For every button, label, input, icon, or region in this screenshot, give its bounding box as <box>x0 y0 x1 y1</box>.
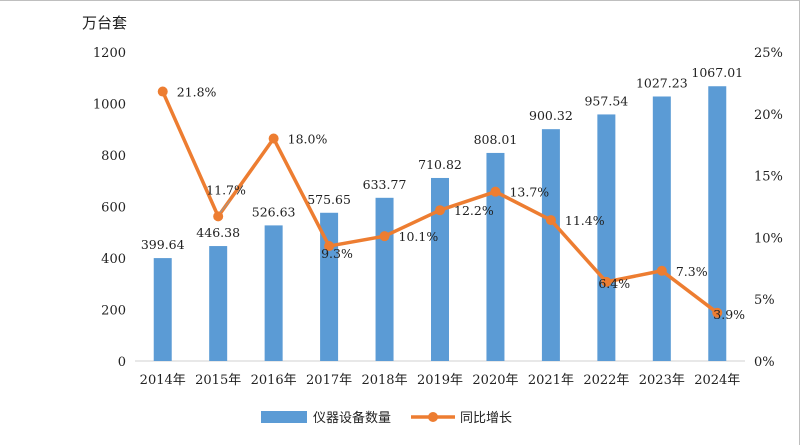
bar <box>708 86 727 361</box>
right-axis-tick-label: 0% <box>754 355 775 370</box>
legend-line-marker <box>428 412 438 422</box>
bar-value-label: 575.65 <box>307 192 351 207</box>
growth-value-label: 13.7% <box>509 185 549 200</box>
bar <box>375 197 394 361</box>
growth-point <box>157 86 168 97</box>
label-leader-line <box>219 200 231 213</box>
growth-value-label: 18.0% <box>288 132 328 147</box>
growth-point <box>712 307 723 318</box>
bar-value-label: 900.32 <box>529 108 573 123</box>
growth-value-label: 10.1% <box>399 229 439 244</box>
x-axis: 2014年 2015年 2016年 2017年 2018年 2019年 2020年 2021年… <box>140 373 741 388</box>
growth-value-label: 7.3% <box>676 264 708 279</box>
bar-value-label: 399.64 <box>141 237 185 252</box>
left-axis-tick-label: 1000 <box>93 98 126 113</box>
bar <box>431 177 449 361</box>
right-axis-tick-label: 5% <box>754 293 775 308</box>
growth-value-label: 11.7% <box>206 182 246 197</box>
left-axis-tick-label: 800 <box>101 149 126 164</box>
line-series <box>157 86 723 318</box>
bar-value-label: 808.01 <box>474 132 518 147</box>
bar-value-label: 446.38 <box>196 225 240 240</box>
growth-point <box>435 205 445 216</box>
right-axis-tick-label: 20% <box>754 108 783 123</box>
x-axis-tick-label: 2016年 <box>251 373 297 388</box>
growth-point <box>213 211 224 222</box>
left-axis-tick-label: 400 <box>101 252 126 267</box>
right-axis: 0% 5% 10% 15% 20% 25% <box>754 46 783 370</box>
bar <box>264 225 283 361</box>
x-axis-tick-label: 2022年 <box>583 373 629 388</box>
growth-point <box>545 215 556 226</box>
x-axis-tick-label: 2023年 <box>639 373 685 388</box>
left-axis: 0 200 400 600 800 1000 1200 <box>93 46 126 370</box>
growth-value-label: 11.4% <box>565 213 605 228</box>
growth-point <box>268 133 279 144</box>
x-axis-tick-label: 2024年 <box>694 373 740 388</box>
bar-value-label: 1067.01 <box>691 65 743 80</box>
growth-point <box>490 186 501 197</box>
growth-point <box>379 231 390 242</box>
bar-value-label: 526.63 <box>252 204 296 219</box>
bar-value-label: 957.54 <box>584 93 628 108</box>
bar <box>541 129 560 361</box>
right-axis-tick-label: 15% <box>754 170 783 185</box>
growth-point <box>601 276 612 287</box>
left-axis-tick-label: 0 <box>118 355 126 370</box>
bar <box>652 96 671 361</box>
legend: 仪器设备数量 同比增长 <box>261 410 512 426</box>
legend-line-label: 同比增长 <box>460 411 512 426</box>
x-axis-tick-label: 2017年 <box>306 373 352 388</box>
bar-value-label: 710.82 <box>418 157 462 172</box>
legend-bar-label: 仪器设备数量 <box>313 410 391 426</box>
x-axis-tick-label: 2019年 <box>417 373 463 388</box>
right-axis-tick-label: 25% <box>754 46 783 61</box>
bar <box>597 114 616 362</box>
growth-value-label: 12.2% <box>454 203 494 218</box>
right-axis-tick-label: 10% <box>754 231 783 246</box>
x-axis-tick-label: 2018年 <box>361 373 407 388</box>
bar-value-label: 1027.23 <box>636 75 688 90</box>
bar-value-labels: 399.64 446.38 526.63 575.65 633.77 710.82 808.… <box>141 65 743 252</box>
left-axis-tick-label: 600 <box>101 201 126 216</box>
left-axis-tick-label: 200 <box>101 304 126 319</box>
x-axis-tick-label: 2020年 <box>472 373 518 388</box>
left-axis-unit-label: 万台套 <box>82 14 127 32</box>
bar <box>320 212 339 361</box>
growth-value-label: 9.3% <box>321 246 353 261</box>
growth-point <box>324 241 335 252</box>
bar-series <box>153 86 727 362</box>
growth-value-label: 3.9% <box>713 307 745 322</box>
growth-point <box>656 265 667 276</box>
frame-top-border <box>0 0 800 1</box>
line-value-labels: 21.8% 11.7% 18.0% 9.3% 10.1% 12.2% 13.7% 11.4% 6… <box>177 85 745 322</box>
x-axis-tick-label: 2015年 <box>195 373 241 388</box>
bar-value-label: 633.77 <box>363 177 407 192</box>
bar <box>486 152 505 361</box>
x-axis-tick-label: 2014年 <box>140 373 186 388</box>
growth-value-label: 6.4% <box>598 276 630 291</box>
left-axis-tick-label: 1200 <box>93 46 126 61</box>
legend-bar-swatch <box>261 411 307 423</box>
bar <box>153 258 172 361</box>
bar <box>209 246 228 361</box>
x-axis-tick-label: 2021年 <box>528 373 574 388</box>
growth-value-label: 21.8% <box>177 85 217 100</box>
